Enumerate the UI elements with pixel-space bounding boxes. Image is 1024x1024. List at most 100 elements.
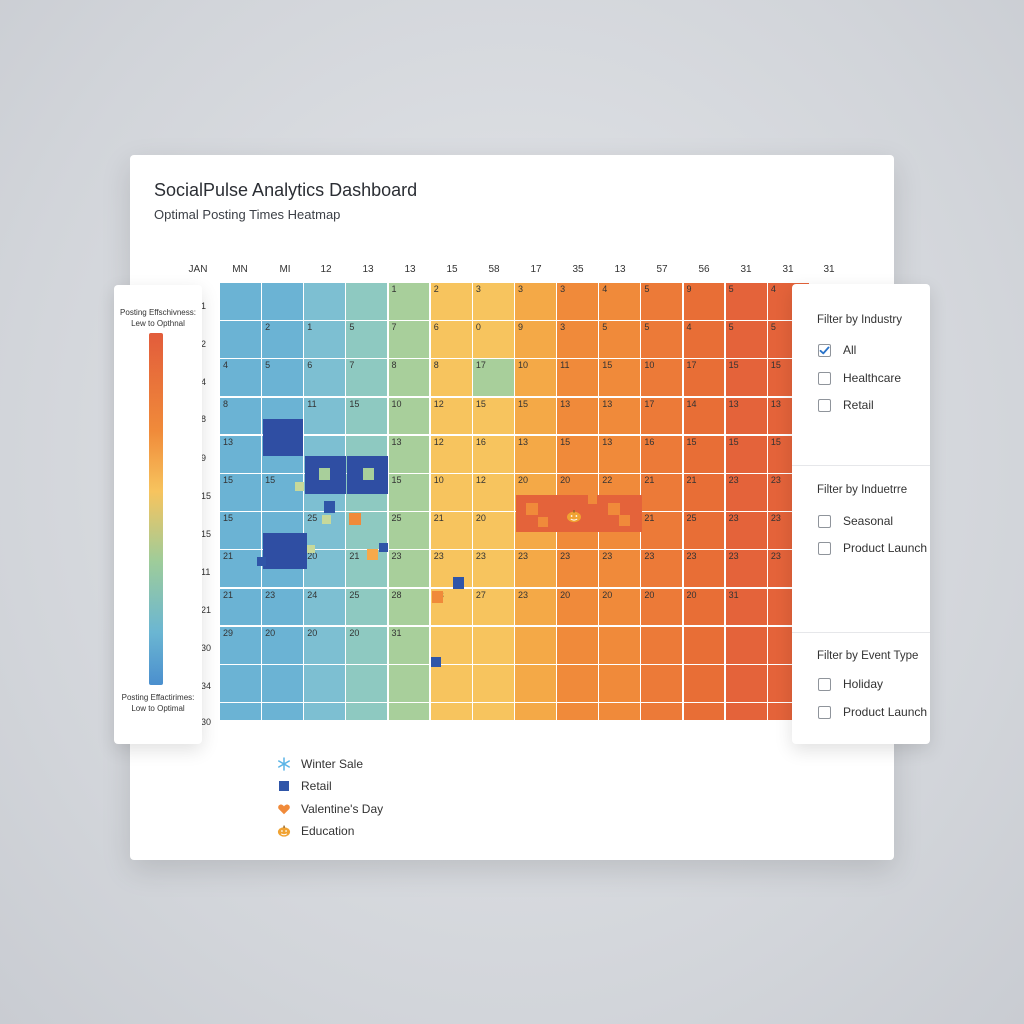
- heatmap-cell[interactable]: 23: [262, 588, 303, 626]
- checkbox-icon[interactable]: [818, 705, 831, 719]
- heatmap-cell[interactable]: [346, 283, 388, 320]
- heatmap-cell[interactable]: 15: [683, 435, 725, 473]
- heatmap-cell[interactable]: 27: [472, 588, 514, 626]
- heatmap-cell[interactable]: [599, 703, 641, 720]
- valentines-square-marker[interactable]: [619, 515, 630, 526]
- heatmap-cell[interactable]: 20: [557, 588, 598, 626]
- heatmap-cell[interactable]: 20: [641, 588, 683, 626]
- heatmap-cell[interactable]: 23: [388, 550, 430, 588]
- heatmap-cell[interactable]: 6: [304, 359, 346, 397]
- valentines-square-marker[interactable]: [588, 495, 597, 504]
- heatmap-cell[interactable]: 12: [430, 397, 472, 435]
- heatmap-cell[interactable]: [725, 626, 767, 664]
- event-square-marker[interactable]: [322, 515, 331, 524]
- heatmap-cell[interactable]: 10: [430, 474, 472, 511]
- filter-option-holiday[interactable]: Holiday: [818, 676, 883, 692]
- heatmap-cell[interactable]: 23: [430, 550, 472, 588]
- heatmap-cell[interactable]: [514, 626, 556, 664]
- heatmap-cell[interactable]: 21: [641, 512, 683, 550]
- heatmap-cell[interactable]: 6: [430, 321, 472, 359]
- heatmap-cell[interactable]: [220, 321, 261, 359]
- heatmap-cell[interactable]: 5: [346, 321, 388, 359]
- heatmap-cell[interactable]: 8: [220, 397, 261, 435]
- heatmap-cell[interactable]: 13: [557, 397, 598, 435]
- heatmap-cell[interactable]: 31: [388, 626, 430, 664]
- heatmap-cell[interactable]: 23: [557, 550, 598, 588]
- heatmap-cell[interactable]: 8: [388, 359, 430, 397]
- heatmap-cell[interactable]: [641, 703, 683, 720]
- heatmap-cell[interactable]: 4: [220, 359, 261, 397]
- heatmap-cell[interactable]: 13: [514, 435, 556, 473]
- heatmap-cell[interactable]: [599, 626, 641, 664]
- heatmap-cell[interactable]: 8: [430, 359, 472, 397]
- heatmap-cell[interactable]: 31: [725, 588, 767, 626]
- heatmap-cell[interactable]: [472, 703, 514, 720]
- valentines-square-marker[interactable]: [608, 503, 620, 515]
- heatmap-cell[interactable]: [683, 626, 725, 664]
- checkbox-icon[interactable]: [818, 677, 831, 691]
- heatmap-cell[interactable]: 23: [725, 512, 767, 550]
- heatmap-cell[interactable]: 17: [683, 359, 725, 397]
- heatmap-cell[interactable]: [220, 665, 261, 702]
- heatmap-cell[interactable]: 3: [557, 283, 598, 320]
- heatmap-cell[interactable]: 5: [725, 321, 767, 359]
- heatmap-cell[interactable]: 15: [557, 435, 598, 473]
- retail-square-marker[interactable]: [324, 501, 335, 513]
- heatmap-cell[interactable]: 5: [725, 283, 767, 320]
- heatmap-cell[interactable]: 5: [641, 321, 683, 359]
- heatmap-cell[interactable]: [346, 703, 388, 720]
- heatmap-cell[interactable]: [683, 665, 725, 702]
- heatmap-cell[interactable]: 16: [472, 435, 514, 473]
- heatmap-cell[interactable]: [641, 626, 683, 664]
- valentines-square-marker[interactable]: [432, 591, 443, 603]
- heatmap-cell[interactable]: 20: [304, 550, 346, 588]
- heatmap-cell[interactable]: 5: [262, 359, 303, 397]
- heatmap-cell[interactable]: 3: [472, 283, 514, 320]
- heatmap-cell[interactable]: 20: [472, 512, 514, 550]
- heatmap-cell[interactable]: 21: [220, 588, 261, 626]
- filter-option-product-launch[interactable]: Product Launch: [818, 540, 927, 556]
- heatmap-cell[interactable]: [514, 703, 556, 720]
- filter-option-seasonal[interactable]: Seasonal: [818, 513, 893, 529]
- heatmap-cell[interactable]: 11: [557, 359, 598, 397]
- heatmap-cell[interactable]: 1: [304, 321, 346, 359]
- heatmap-cell[interactable]: 25: [388, 512, 430, 550]
- heatmap-cell[interactable]: 15: [599, 359, 641, 397]
- heatmap-cell[interactable]: 23: [725, 474, 767, 511]
- heatmap-cell[interactable]: [430, 665, 472, 702]
- checkbox-icon[interactable]: [818, 541, 831, 555]
- pumpkin-icon[interactable]: [566, 509, 582, 528]
- filter-option-all[interactable]: All: [818, 342, 856, 358]
- heatmap-cell[interactable]: 5: [641, 283, 683, 320]
- heatmap-cell[interactable]: 5: [599, 321, 641, 359]
- heatmap-cell[interactable]: 23: [514, 588, 556, 626]
- heatmap-cell[interactable]: 17: [641, 397, 683, 435]
- heatmap-cell[interactable]: [262, 283, 303, 320]
- heatmap-cell[interactable]: 10: [641, 359, 683, 397]
- heatmap-cell[interactable]: [641, 665, 683, 702]
- heatmap-cell[interactable]: 0: [472, 321, 514, 359]
- heatmap-cell[interactable]: 15: [725, 435, 767, 473]
- heatmap-cell[interactable]: 15: [220, 512, 261, 550]
- heatmap-cell[interactable]: 20: [683, 588, 725, 626]
- heatmap-cell[interactable]: [388, 665, 430, 702]
- heatmap-cell[interactable]: 7: [346, 359, 388, 397]
- heatmap-cell[interactable]: 23: [725, 550, 767, 588]
- event-square-marker[interactable]: [307, 545, 315, 553]
- checkbox-checked-icon[interactable]: [818, 343, 831, 357]
- heatmap-cell[interactable]: 15: [388, 474, 430, 511]
- heatmap-cell[interactable]: 21: [346, 550, 388, 588]
- heatmap-cell[interactable]: [346, 665, 388, 702]
- heatmap-cell[interactable]: 10: [388, 397, 430, 435]
- filter-option-retail[interactable]: Retail: [818, 397, 874, 413]
- heatmap-cell[interactable]: 4: [599, 283, 641, 320]
- heatmap-cell[interactable]: 15: [220, 474, 261, 511]
- heatmap-cell[interactable]: [472, 665, 514, 702]
- heatmap-cell[interactable]: 15: [514, 397, 556, 435]
- heatmap-cell[interactable]: [725, 665, 767, 702]
- heatmap-cell[interactable]: [262, 703, 303, 720]
- heatmap-cell[interactable]: 2: [430, 283, 472, 320]
- valentines-square-marker[interactable]: [538, 517, 548, 527]
- retail-square-marker[interactable]: [453, 577, 464, 589]
- heatmap-cell[interactable]: [220, 283, 261, 320]
